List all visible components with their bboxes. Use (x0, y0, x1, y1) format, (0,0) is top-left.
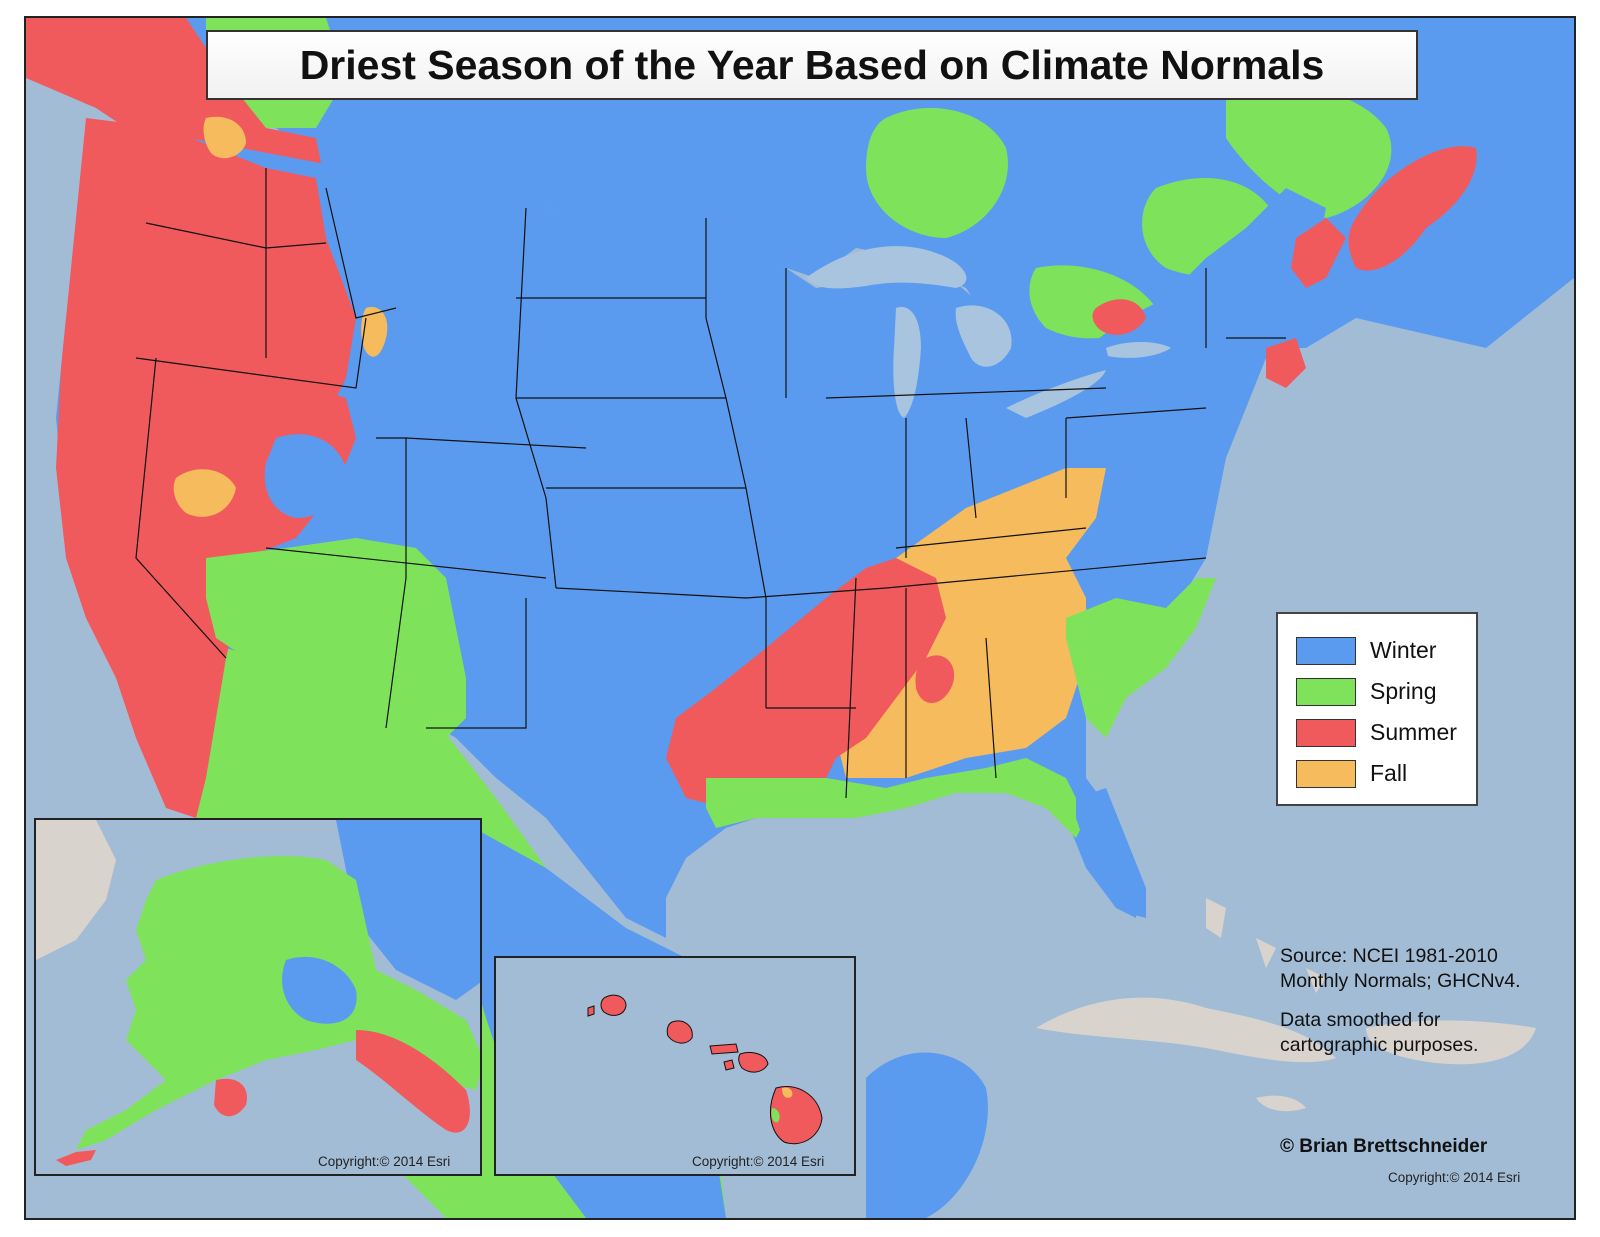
map-frame: Driest Season of the Year Based on Clima… (24, 16, 1576, 1220)
west-fall-spot-2 (203, 116, 246, 159)
ocean (496, 958, 854, 1174)
legend-swatch-winter (1296, 636, 1356, 665)
state-line (376, 437, 407, 729)
maritimes-summer (1348, 146, 1477, 271)
state-line (555, 587, 747, 599)
map-title: Driest Season of the Year Based on Clima… (206, 30, 1418, 100)
cuba (1036, 997, 1336, 1063)
ontario-summer (1092, 299, 1146, 335)
florida-winter (1076, 788, 1146, 918)
legend-label: Spring (1370, 678, 1437, 704)
main-copyright: Copyright:© 2014 Esri (1388, 1170, 1521, 1185)
legend-swatch-spring (1296, 677, 1356, 706)
oahu (666, 1020, 693, 1044)
legend-label: Winter (1370, 637, 1437, 663)
state-line (1065, 407, 1207, 419)
lake-michigan (893, 307, 921, 418)
state-line (515, 207, 557, 589)
canada-spring-ne (1226, 88, 1392, 218)
state-line (325, 187, 397, 319)
bahamas (1206, 898, 1326, 993)
legend: Winter Spring Summer Fall (1276, 612, 1478, 806)
author-credit: © Brian Brettschneider (1280, 1136, 1488, 1157)
lanai (723, 1059, 735, 1071)
state-line (135, 317, 367, 389)
state-line (965, 417, 977, 519)
canada-winter (336, 820, 480, 1000)
alaska-copyright: Copyright:© 2014 Esri (318, 1154, 451, 1169)
alaska-map (36, 820, 480, 1174)
legend-swatch-fall (1296, 759, 1356, 788)
lake-ontario (1106, 342, 1171, 358)
state-boundaries (135, 168, 1286, 799)
hispaniola (1366, 1020, 1536, 1065)
state-line (825, 387, 1107, 399)
alaska-summer-peninsula (214, 1078, 247, 1117)
molokai (709, 1043, 739, 1055)
hawaii-inset: Copyright:© 2014 Esri (494, 956, 856, 1176)
big-island-fall (782, 1087, 793, 1098)
northeast-summer (1266, 338, 1306, 388)
hawaii-copyright: Copyright:© 2014 Esri (692, 1154, 825, 1169)
legend-item-fall: Fall (1296, 753, 1476, 794)
lake-superior (806, 246, 967, 289)
alaska-inset: Copyright:© 2014 Esri (34, 818, 482, 1176)
smoothing-note: Data smoothed for cartographic purposes. (1280, 1009, 1479, 1056)
legend-item-spring: Spring (1296, 671, 1476, 712)
kauai (600, 994, 627, 1016)
state-line (135, 357, 227, 659)
gulf-spring (706, 758, 1086, 838)
west-fall-spot-3 (361, 307, 388, 357)
lake-huron (955, 305, 1012, 367)
state-line (845, 577, 857, 799)
alaska-spring (76, 856, 480, 1150)
lake-erie (1006, 370, 1106, 418)
state-line (405, 437, 587, 449)
legend-label: Fall (1370, 760, 1408, 786)
source-text: Source: NCEI 1981-2010 Monthly Normals; … (1280, 945, 1521, 992)
maine-summer (1291, 218, 1346, 288)
legend-swatch-summer (1296, 718, 1356, 747)
niihau (587, 1005, 595, 1017)
canada-spring-patch (866, 108, 1008, 238)
southwest-spring (206, 538, 466, 738)
alaska-summer-south (356, 1030, 470, 1133)
source-note: Source: NCEI 1981-2010 Monthly Normals; … (1280, 944, 1540, 1072)
hawaii-map (496, 958, 854, 1174)
maui (738, 1051, 769, 1073)
state-line (985, 637, 997, 779)
southeast-fall (836, 468, 1106, 778)
state-line (426, 598, 527, 729)
state-line (895, 527, 1087, 549)
state-line (705, 218, 767, 708)
big-island-spring (771, 1108, 780, 1123)
legend-item-winter: Winter (1296, 630, 1476, 671)
midsouth-summer (666, 558, 946, 808)
yucatan-winter (866, 1052, 988, 1218)
jamaica (1256, 1095, 1306, 1112)
russia-land (36, 820, 116, 960)
aleutian-summer (56, 1150, 96, 1166)
summer-spot-al (915, 655, 955, 703)
carolinas-spring (1066, 578, 1216, 738)
big-island (769, 1086, 823, 1145)
utah-winter-pocket (264, 434, 346, 518)
legend-label: Summer (1370, 719, 1457, 745)
west-fall-spot (173, 469, 236, 517)
legend-item-summer: Summer (1296, 712, 1476, 753)
state-line (745, 587, 887, 599)
state-line (885, 557, 1207, 589)
alaska-winter-patch (282, 956, 357, 1024)
